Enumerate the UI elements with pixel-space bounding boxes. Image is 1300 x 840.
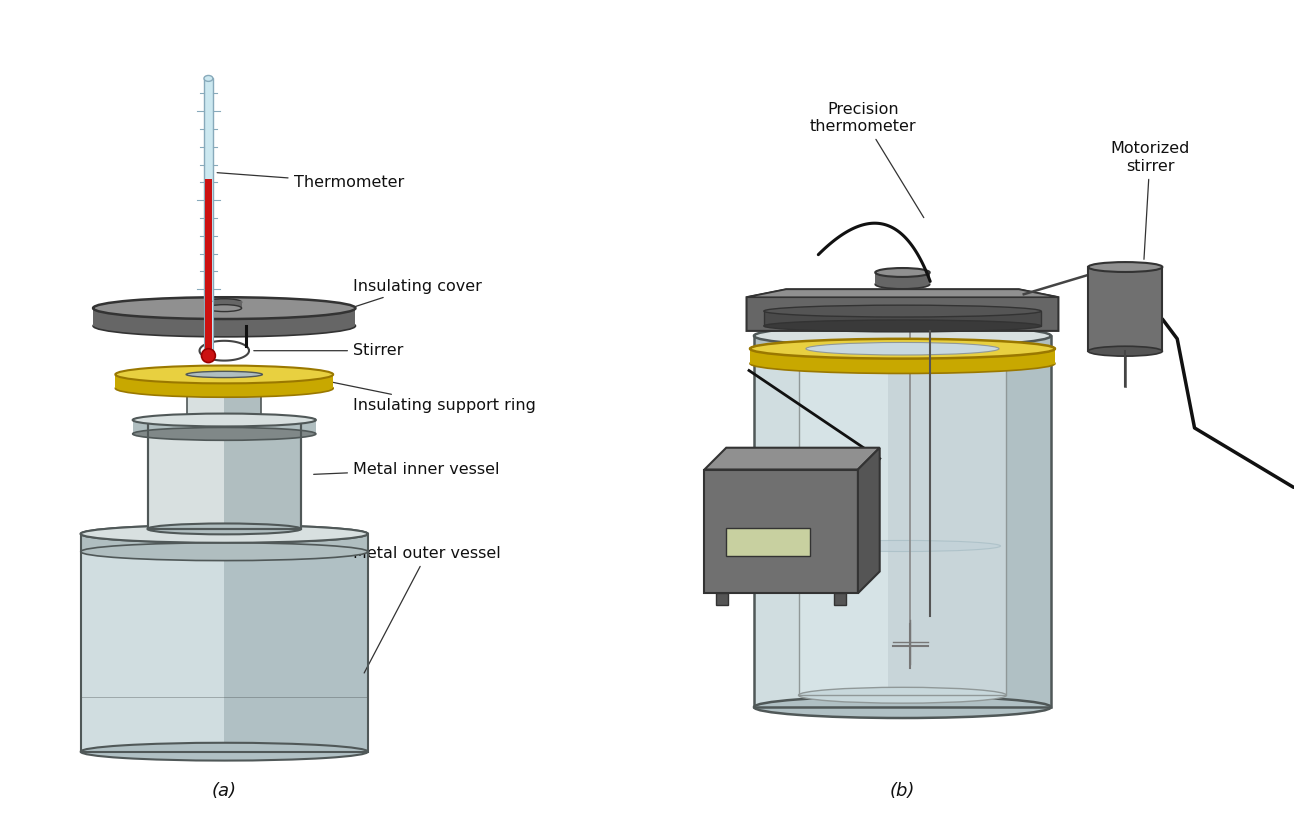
Ellipse shape xyxy=(202,349,216,363)
Ellipse shape xyxy=(116,380,333,397)
Polygon shape xyxy=(705,448,880,470)
Bar xyxy=(81,534,368,752)
Ellipse shape xyxy=(133,428,316,440)
Ellipse shape xyxy=(186,371,263,377)
Bar xyxy=(147,420,302,529)
Bar xyxy=(1088,267,1162,351)
Ellipse shape xyxy=(207,305,242,312)
Bar xyxy=(225,420,302,529)
Bar xyxy=(81,534,368,752)
Text: Motorized
stirrer: Motorized stirrer xyxy=(1110,141,1190,260)
Ellipse shape xyxy=(798,355,1006,371)
Bar xyxy=(116,375,333,388)
Bar xyxy=(187,388,261,420)
Bar xyxy=(727,528,810,556)
Bar xyxy=(147,420,302,529)
Bar xyxy=(225,388,261,420)
Ellipse shape xyxy=(754,325,1050,347)
Text: (b): (b) xyxy=(889,782,915,801)
Bar xyxy=(205,179,212,302)
Polygon shape xyxy=(705,470,858,593)
Ellipse shape xyxy=(764,320,1041,332)
Bar xyxy=(716,593,728,605)
Ellipse shape xyxy=(94,297,355,319)
Text: Insulating support ring: Insulating support ring xyxy=(332,382,536,412)
Bar xyxy=(875,272,930,285)
Bar xyxy=(205,302,212,355)
Ellipse shape xyxy=(750,354,1054,374)
Bar xyxy=(204,78,213,302)
Bar xyxy=(94,308,355,326)
Bar xyxy=(888,336,1050,707)
Bar xyxy=(81,534,368,552)
Ellipse shape xyxy=(1088,346,1162,356)
Bar xyxy=(207,302,242,308)
Bar xyxy=(798,364,1006,696)
Bar xyxy=(204,302,213,355)
Text: Stirrer: Stirrer xyxy=(254,344,403,358)
Bar xyxy=(754,336,1050,358)
Bar xyxy=(835,593,846,605)
Bar xyxy=(147,420,302,529)
Bar xyxy=(754,336,1050,707)
Text: (a): (a) xyxy=(212,782,237,801)
Text: Precision
thermometer: Precision thermometer xyxy=(810,102,924,218)
Ellipse shape xyxy=(750,339,1054,359)
Polygon shape xyxy=(746,289,1058,297)
Ellipse shape xyxy=(204,76,213,81)
Ellipse shape xyxy=(207,299,242,306)
Bar xyxy=(133,418,316,434)
Ellipse shape xyxy=(81,525,368,543)
Text: Metal outer vessel: Metal outer vessel xyxy=(354,546,500,673)
Ellipse shape xyxy=(1088,262,1162,272)
Ellipse shape xyxy=(875,268,930,277)
Bar xyxy=(764,311,1041,326)
Bar xyxy=(754,336,888,707)
Ellipse shape xyxy=(81,543,368,560)
Ellipse shape xyxy=(754,347,1050,369)
Bar xyxy=(187,388,261,420)
Text: Thermometer: Thermometer xyxy=(217,173,404,190)
Bar xyxy=(225,534,368,752)
Ellipse shape xyxy=(94,315,355,337)
Bar xyxy=(798,364,1006,696)
Polygon shape xyxy=(858,448,880,593)
Ellipse shape xyxy=(81,525,368,543)
Bar xyxy=(750,349,1054,364)
Text: Insulating cover: Insulating cover xyxy=(354,279,482,307)
Ellipse shape xyxy=(754,696,1050,718)
Ellipse shape xyxy=(806,343,998,355)
Ellipse shape xyxy=(764,305,1041,317)
Ellipse shape xyxy=(147,523,302,534)
Ellipse shape xyxy=(116,365,333,383)
Ellipse shape xyxy=(133,413,316,427)
Ellipse shape xyxy=(81,743,368,760)
Ellipse shape xyxy=(805,540,1001,552)
Text: Metal inner vessel: Metal inner vessel xyxy=(313,462,499,477)
Ellipse shape xyxy=(798,687,1006,703)
Ellipse shape xyxy=(187,385,261,391)
Ellipse shape xyxy=(875,280,930,289)
Polygon shape xyxy=(746,289,1058,331)
